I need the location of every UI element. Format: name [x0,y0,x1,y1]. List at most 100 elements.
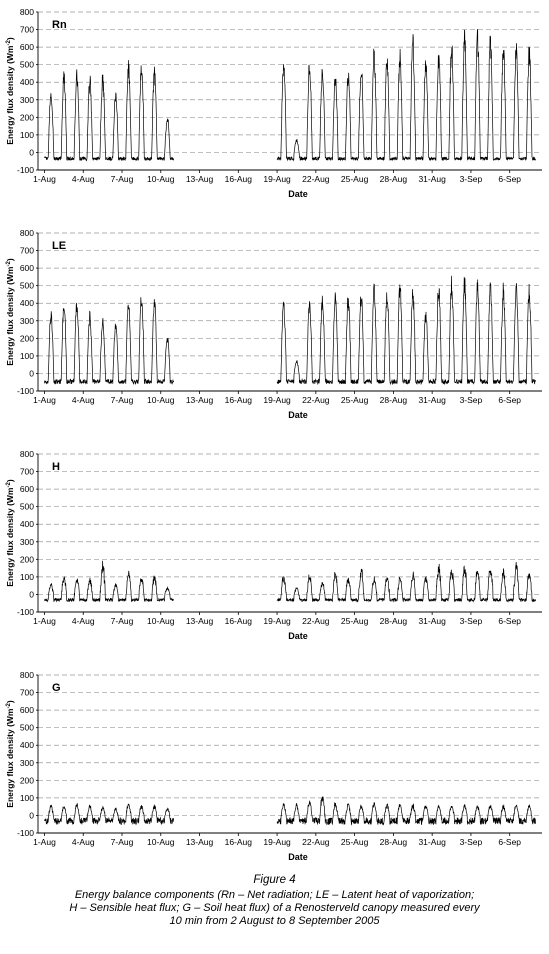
y-tick-label: 600 [20,484,34,494]
y-tick-label: -100 [17,165,34,175]
x-axis-label: Date [288,189,308,199]
y-tick-label: 800 [20,228,34,238]
x-tick-label: 3-Sep [460,395,483,405]
y-tick-label: 0 [29,589,34,599]
x-tick-label: 22-Aug [302,616,330,626]
figure: -100 0 100 200 300 400 500 600 700 800 1-Aug 4-Aug 7… [5,7,542,862]
y-tick-label: 600 [20,705,34,715]
x-tick-label: 25-Aug [341,837,369,847]
x-tick-label: 6-Sep [498,616,521,626]
x-tick-label: 28-Aug [380,616,408,626]
x-tick-label: 7-Aug [111,837,134,847]
x-tick-label: 13-Aug [186,837,214,847]
x-tick-label: 7-Aug [111,395,134,405]
chart-panel-g: -100 0 100 200 300 400 500 600 700 800 1-Aug 4-Aug 7… [5,670,542,862]
figure-caption-line-1: Energy balance components (Rn – Net radi… [74,889,475,901]
x-tick-label: 31-Aug [418,837,446,847]
y-tick-label: 600 [20,42,34,52]
y-axis-label: Energy flux density (Wm-2) [5,700,15,808]
y-tick-label: 200 [20,554,34,564]
x-tick-label: 6-Sep [498,174,521,184]
x-tick-label: 28-Aug [380,174,408,184]
y-tick-label: 200 [20,775,34,785]
x-tick-label: 4-Aug [72,395,95,405]
y-tick-label: 800 [20,670,34,680]
x-tick-label: 31-Aug [418,395,446,405]
y-tick-label: 0 [29,810,34,820]
x-tick-label: 31-Aug [418,174,446,184]
x-tick-label: 6-Sep [498,395,521,405]
x-tick-label: 3-Sep [460,174,483,184]
series-line [44,29,536,162]
x-tick-label: 28-Aug [380,395,408,405]
panel-label: LE [52,240,66,252]
panel-label: H [52,461,60,473]
y-tick-label: 0 [29,368,34,378]
series-line [44,560,536,603]
x-tick-label: 10-Aug [147,395,175,405]
y-tick-label: 700 [20,467,34,477]
x-tick-label: 22-Aug [302,395,330,405]
y-tick-label: 400 [20,298,34,308]
figure-caption-line-2: H – Sensible heat flux; G – Soil heat fl… [69,902,480,914]
y-tick-label: 300 [20,537,34,547]
panel-label: G [52,682,61,694]
chart-panel-h: -100 0 100 200 300 400 500 600 700 800 1-Aug 4-Aug 7… [5,449,542,641]
x-tick-label: 31-Aug [418,616,446,626]
x-tick-label: 19-Aug [263,174,291,184]
x-tick-label: 6-Sep [498,837,521,847]
x-tick-label: 4-Aug [72,616,95,626]
x-tick-label: 19-Aug [263,616,291,626]
x-tick-label: 4-Aug [72,174,95,184]
x-axis-label: Date [288,631,308,641]
y-tick-label: 500 [20,723,34,733]
x-tick-label: 7-Aug [111,174,134,184]
y-tick-label: -100 [17,386,34,396]
y-tick-label: 800 [20,449,34,459]
figure-caption-line-3: 10 min from 2 August to 8 September 2005 [169,915,380,927]
x-tick-label: 16-Aug [225,174,253,184]
y-tick-label: 100 [20,793,34,803]
y-tick-label: 400 [20,77,34,87]
chart-panel-rn: -100 0 100 200 300 400 500 600 700 800 1-Aug 4-Aug 7… [5,7,542,199]
x-tick-label: 16-Aug [225,616,253,626]
x-tick-label: 16-Aug [225,395,253,405]
x-tick-label: 1-Aug [33,174,56,184]
y-tick-label: 600 [20,263,34,273]
x-tick-label: 1-Aug [33,395,56,405]
y-tick-label: 100 [20,351,34,361]
x-tick-label: 10-Aug [147,616,175,626]
x-axis-label: Date [288,852,308,862]
x-tick-label: 19-Aug [263,837,291,847]
x-tick-label: 3-Sep [460,837,483,847]
x-tick-label: 13-Aug [186,616,214,626]
y-tick-label: 800 [20,7,34,17]
series-line [44,796,536,826]
y-tick-label: 200 [20,112,34,122]
y-tick-label: 400 [20,519,34,529]
x-tick-label: 7-Aug [111,616,134,626]
x-tick-label: 28-Aug [380,837,408,847]
figure-caption-title: Figure 4 [253,874,296,886]
series-line [44,275,536,386]
x-tick-label: 25-Aug [341,174,369,184]
y-tick-label: 500 [20,60,34,70]
y-tick-label: 700 [20,246,34,256]
x-tick-label: 1-Aug [33,837,56,847]
x-tick-label: 25-Aug [341,616,369,626]
y-tick-label: 100 [20,572,34,582]
y-tick-label: -100 [17,828,34,838]
y-tick-label: 500 [20,281,34,291]
y-tick-label: 0 [29,147,34,157]
y-axis-label: Energy flux density (Wm-2) [5,37,15,145]
x-tick-label: 22-Aug [302,837,330,847]
y-tick-label: 500 [20,502,34,512]
y-tick-label: 100 [20,130,34,140]
x-axis-label: Date [288,410,308,420]
panel-label: Rn [52,19,67,31]
y-tick-label: 700 [20,688,34,698]
x-tick-label: 10-Aug [147,837,175,847]
y-tick-label: 400 [20,740,34,750]
x-tick-label: 25-Aug [341,395,369,405]
y-tick-label: 200 [20,333,34,343]
